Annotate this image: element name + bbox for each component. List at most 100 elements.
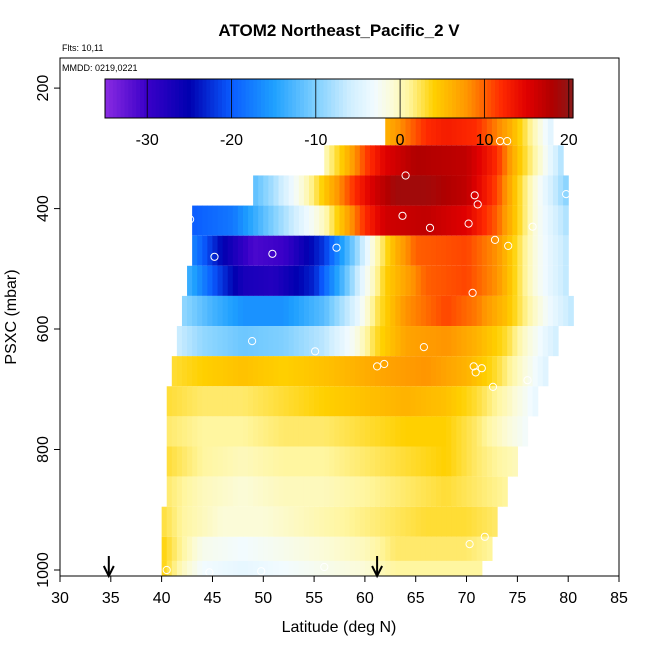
heatmap-cell xyxy=(380,205,386,236)
colorbar-segment xyxy=(108,79,114,118)
heatmap-cell xyxy=(390,205,396,236)
heatmap-cell xyxy=(390,416,396,447)
heatmap-cell xyxy=(344,295,351,327)
heatmap-cell xyxy=(547,205,554,236)
heatmap-cell xyxy=(181,416,188,447)
heatmap-cell xyxy=(197,386,203,417)
colorbar-segment xyxy=(350,79,356,118)
heatmap-cell xyxy=(222,205,229,236)
heatmap-cell xyxy=(268,205,275,236)
heatmap-cell xyxy=(446,560,452,576)
colorbar-segment xyxy=(561,79,566,118)
heatmap-cell xyxy=(232,416,239,447)
heatmap-cell xyxy=(364,145,371,176)
heatmap-cell xyxy=(507,115,513,146)
colorbar-segment xyxy=(346,79,352,118)
heatmap-cell xyxy=(486,235,493,266)
heatmap-cell xyxy=(293,175,300,206)
heatmap-cell xyxy=(303,235,310,266)
heatmap-cell xyxy=(359,205,366,236)
heatmap-cell xyxy=(324,205,330,236)
heatmap-cell xyxy=(303,416,310,447)
colorbar-segment xyxy=(417,79,422,118)
heatmap-cell xyxy=(273,446,280,477)
heatmap-cell xyxy=(354,175,361,206)
colorbar-segment xyxy=(514,79,519,118)
colorbar-tick-label: -10 xyxy=(304,132,327,149)
heatmap-cell xyxy=(491,416,498,447)
heatmap-cell xyxy=(486,145,493,176)
heatmap-cell xyxy=(192,506,198,537)
heatmap-cell xyxy=(369,235,376,266)
heatmap-cell xyxy=(486,446,493,477)
heatmap-cell xyxy=(436,235,442,266)
heatmap-cell xyxy=(207,326,214,357)
heatmap-cell xyxy=(359,356,366,387)
heatmap-cell xyxy=(237,326,244,357)
heatmap-cell xyxy=(451,536,457,561)
data-point xyxy=(477,364,486,373)
heatmap-cell xyxy=(507,265,513,296)
data-point xyxy=(464,219,473,228)
heatmap-cell xyxy=(512,416,518,447)
heatmap-cell xyxy=(237,536,244,561)
heatmap-cell xyxy=(288,446,295,477)
heatmap-cell xyxy=(446,386,452,417)
heatmap-cell xyxy=(405,506,412,537)
heatmap-cell xyxy=(466,386,473,417)
heatmap-cell xyxy=(339,536,346,561)
heatmap-cell xyxy=(369,506,376,537)
heatmap-cell xyxy=(375,506,381,537)
heatmap-cell xyxy=(242,446,249,477)
heatmap-cell xyxy=(430,506,437,537)
heatmap-cell xyxy=(410,356,417,387)
heatmap-cell xyxy=(288,560,295,576)
heatmap-cell xyxy=(314,295,320,327)
heatmap-cell xyxy=(502,476,508,507)
heatmap-cell xyxy=(359,446,366,477)
heatmap-cell xyxy=(197,560,203,576)
heatmap-cell xyxy=(309,326,315,357)
heatmap-cell xyxy=(522,175,529,206)
data-point xyxy=(398,211,407,220)
heatmap-cell xyxy=(222,235,229,266)
colorbar-segment xyxy=(276,79,282,118)
colorbar-segment xyxy=(155,79,161,118)
heatmap-cell xyxy=(329,416,336,447)
heatmap-cell xyxy=(405,295,412,327)
heatmap-cell xyxy=(385,235,391,266)
heatmap-cell xyxy=(237,506,244,537)
heatmap-cell xyxy=(390,175,396,206)
heatmap-cell xyxy=(532,115,539,146)
heatmap-cell xyxy=(181,446,188,477)
x-tick-label: 50 xyxy=(254,590,272,607)
heatmap-cell xyxy=(212,536,219,561)
heatmap-cell xyxy=(542,115,549,146)
heatmap-cell xyxy=(547,265,554,296)
heatmap-cell xyxy=(253,205,259,236)
heatmap-cell xyxy=(451,476,457,507)
heatmap-cell xyxy=(420,295,427,327)
heatmap-cell xyxy=(390,235,396,266)
heatmap-cell xyxy=(309,235,315,266)
heatmap-cell xyxy=(314,476,320,507)
heatmap-cell xyxy=(258,536,264,561)
heatmap-cell xyxy=(547,295,554,327)
heatmap-cell xyxy=(263,326,269,357)
heatmap-cell xyxy=(314,506,320,537)
heatmap-cell xyxy=(288,175,295,206)
heatmap-cell xyxy=(309,446,315,477)
heatmap-cell xyxy=(425,476,432,507)
heatmap-cell xyxy=(461,356,468,387)
heatmap-cell xyxy=(446,356,452,387)
heatmap-cell xyxy=(197,205,203,236)
x-tick-label: 55 xyxy=(305,590,323,607)
heatmap-cell xyxy=(415,265,422,296)
heatmap-cell xyxy=(385,115,391,146)
heatmap-cell xyxy=(502,265,508,296)
heatmap-cell xyxy=(425,536,432,561)
heatmap-cell xyxy=(471,265,478,296)
colorbar-segment xyxy=(452,79,457,118)
heatmap-cell xyxy=(527,326,534,357)
heatmap-cell xyxy=(461,265,468,296)
